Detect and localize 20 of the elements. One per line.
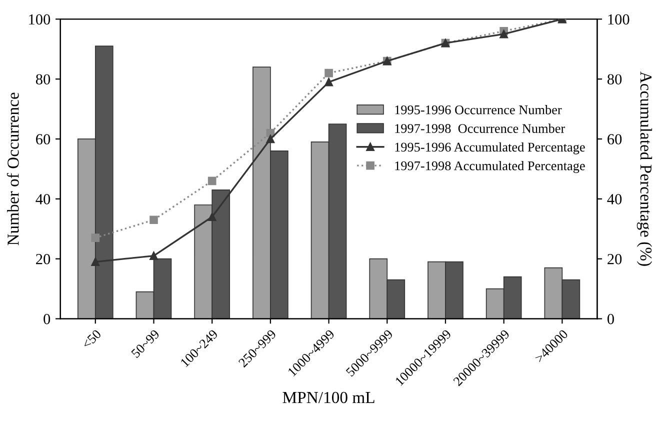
y-tick-label: 60 bbox=[36, 134, 50, 144]
legend-label: 1997-1998 Occurrence Number bbox=[395, 124, 566, 133]
y-tick-label: 40 bbox=[36, 194, 50, 204]
legend-label: 1997-1998 Accumulated Percentage bbox=[395, 160, 585, 173]
y2-tick-label: 60 bbox=[608, 134, 622, 144]
y2-tick-label: 80 bbox=[607, 74, 622, 84]
y-axis-title: Number of Occurrence bbox=[6, 92, 19, 246]
y2-tick-label: 40 bbox=[607, 194, 622, 204]
x-tick-label: <50 bbox=[82, 329, 102, 350]
y-tick-label: 100 bbox=[29, 14, 50, 25]
y2-tick-label: 0 bbox=[607, 314, 614, 324]
x-axis-title: MPN/100 mL bbox=[282, 392, 374, 404]
y2-tick-label: 100 bbox=[608, 14, 630, 25]
legend-label: 1995-1996 Accumulated Percentage bbox=[395, 142, 585, 154]
y2-axis-title: Accumulated Percentage (%) bbox=[636, 71, 652, 266]
y-tick-label: 0 bbox=[44, 314, 50, 324]
y-tick-label: 20 bbox=[36, 254, 50, 264]
y2-tick-label: 20 bbox=[608, 254, 622, 264]
y-tick-label: 80 bbox=[36, 74, 50, 84]
legend-label: 1995-1996 Occurrence Number bbox=[395, 105, 562, 114]
